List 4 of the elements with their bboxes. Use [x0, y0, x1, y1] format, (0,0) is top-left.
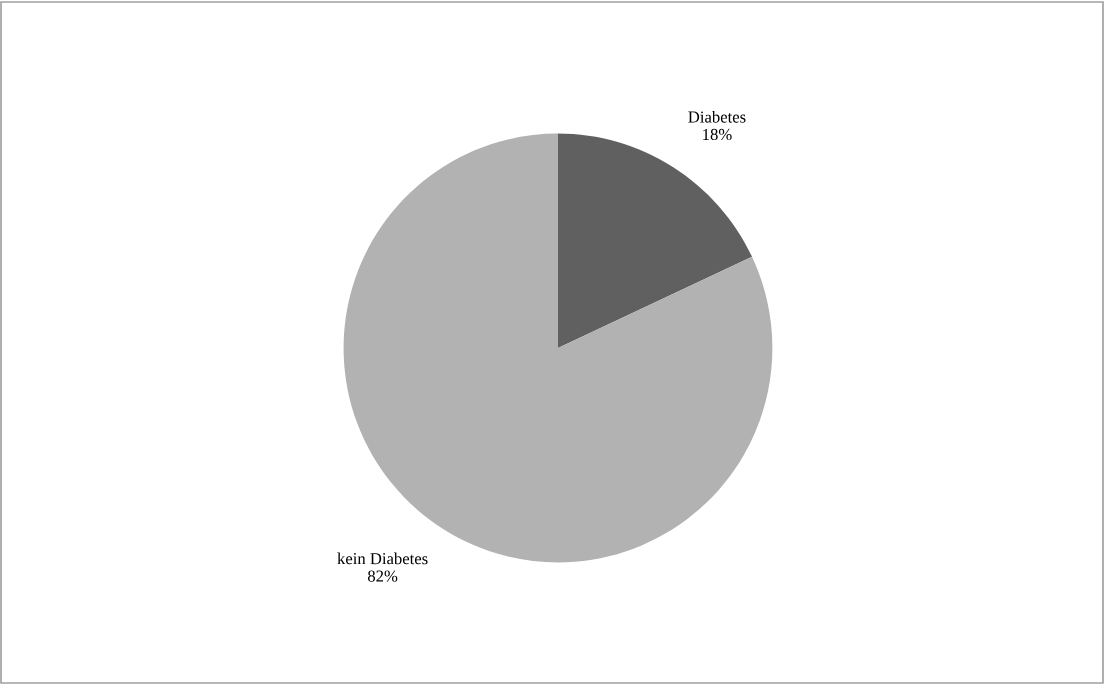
data-label: 18% [703, 128, 732, 141]
slice-label: Diabetes [688, 110, 746, 123]
data-label: 82% [367, 570, 398, 582]
slice-label: kein Diabetes [337, 552, 428, 565]
